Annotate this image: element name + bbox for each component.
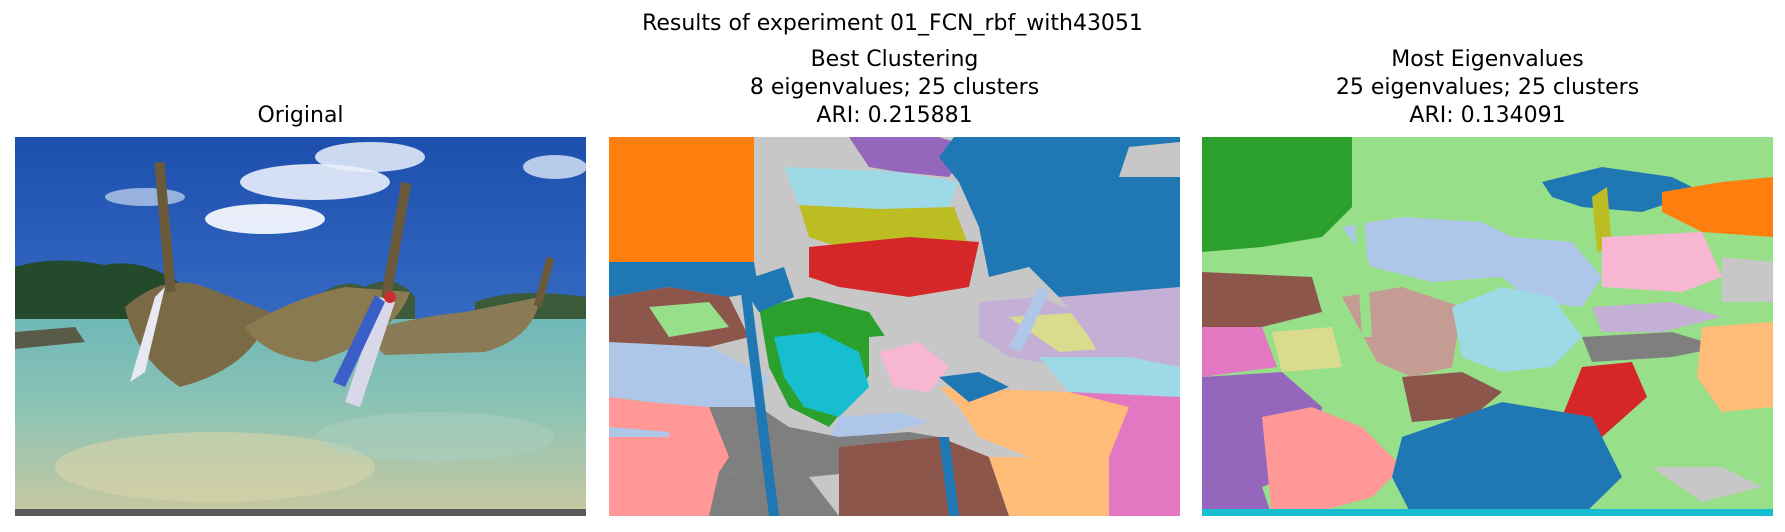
panel-original-title: Original: [15, 102, 586, 130]
panel-best-clustering-title-line-2: 8 eigenvalues; 25 clusters: [749, 75, 1040, 100]
panel-original-title-line-1: Original: [257, 103, 344, 128]
panel-best-clustering-title-line-3: ARI: 0.215881: [816, 103, 973, 128]
original-photo: [15, 137, 586, 516]
panel-most-eigenvalues-title-line-2: 25 eigenvalues; 25 clusters: [1335, 75, 1640, 100]
panel-best-clustering-title: Best Clustering 8 eigenvalues; 25 cluste…: [609, 46, 1180, 130]
figure-suptitle: Results of experiment 01_FCN_rbf_with430…: [642, 11, 1143, 36]
panel-most-eigenvalues-title-line-1: Most Eigenvalues: [1391, 47, 1584, 72]
original-photo-panel: [15, 137, 586, 516]
best-clustering-segmentation: [609, 137, 1180, 516]
best-clustering-map: [609, 137, 1180, 516]
panel-best-clustering-title-line-1: Best Clustering: [810, 47, 979, 72]
panel-most-eigenvalues-title: Most Eigenvalues 25 eigenvalues; 25 clus…: [1202, 46, 1773, 130]
most-eigenvalues-map: [1202, 137, 1773, 516]
most-eigenvalues-segmentation: [1202, 137, 1773, 516]
panel-most-eigenvalues-title-line-3: ARI: 0.134091: [1409, 103, 1566, 128]
